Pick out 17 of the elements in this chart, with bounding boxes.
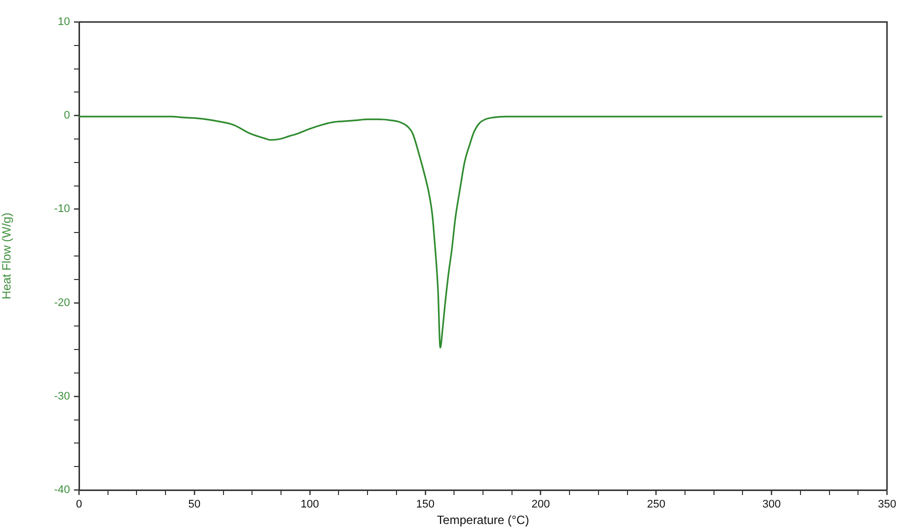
x-axis-title: Temperature (°C) <box>436 513 530 528</box>
y-tick-label: -30 <box>54 390 70 402</box>
y-axis-title: Heat Flow (W/g) <box>0 212 14 300</box>
x-tick-label: 350 <box>878 498 896 511</box>
y-tick-label: -10 <box>54 203 70 216</box>
line-series <box>79 116 884 349</box>
x-tick-label: 150 <box>416 498 434 511</box>
y-tick-label: 10 <box>58 16 70 28</box>
y-tick-label: -40 <box>54 484 70 496</box>
y-tick-label: -20 <box>54 296 70 309</box>
y-tick-label: 0 <box>64 110 70 122</box>
x-tick-label: 250 <box>646 498 666 511</box>
x-tick-label: 100 <box>300 498 320 511</box>
x-tick-label: 200 <box>532 498 550 511</box>
x-tick-label: 50 <box>188 498 201 511</box>
x-tick-label: 0 <box>76 498 82 511</box>
x-tick-label: 300 <box>762 498 781 511</box>
